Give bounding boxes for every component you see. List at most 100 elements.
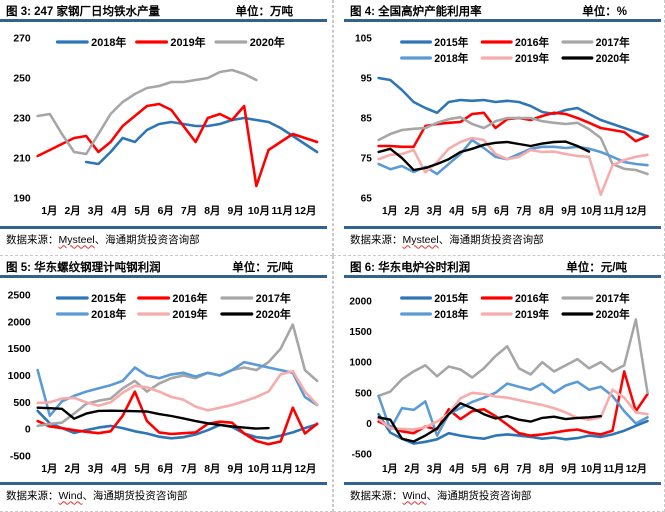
svg-text:7月: 7月 [516,205,532,217]
fig4-title-divider [344,19,661,22]
svg-text:500: 500 [355,388,372,399]
svg-text:12月: 12月 [626,205,647,217]
fig6-title-divider [344,275,661,278]
fig6-title: 图 6: 华东电炉谷时利润 [350,261,471,274]
fig5-title-divider [0,275,327,278]
svg-text:3月: 3月 [427,463,443,475]
svg-text:190: 190 [13,193,31,204]
svg-text:6月: 6月 [158,463,174,475]
svg-text:8月: 8月 [204,463,220,475]
fig5-header: 图 5: 华东螺纹钢理计吨钢利润 单位：元/吨 [0,256,327,275]
svg-text:2月: 2月 [64,463,80,475]
svg-text:2月: 2月 [404,205,420,217]
fig5-unit: 单位：元/吨 [232,261,293,274]
source-prefix: 数据来源： [6,234,59,246]
svg-text:2016年: 2016年 [172,291,207,305]
source-vendor: Wind [58,489,83,502]
svg-text:9月: 9月 [228,205,244,217]
svg-text:9月: 9月 [561,205,577,217]
svg-text:8月: 8月 [539,205,555,217]
fig4-header: 图 4: 全国高炉产能利用率 单位：% [344,0,661,19]
svg-text:2018年: 2018年 [91,307,126,321]
fig4-bottom-divider [344,226,661,229]
svg-text:2017年: 2017年 [256,291,291,305]
svg-text:1月: 1月 [382,463,398,475]
svg-text:8月: 8月 [539,463,555,475]
svg-text:9月: 9月 [228,463,244,475]
svg-text:3月: 3月 [88,205,104,217]
svg-text:75: 75 [361,153,372,164]
svg-text:250: 250 [13,73,31,84]
svg-text:-500: -500 [352,449,372,460]
svg-text:2017年: 2017年 [596,292,630,305]
svg-text:1000: 1000 [349,358,372,369]
svg-text:11月: 11月 [604,463,625,475]
svg-text:65: 65 [361,193,372,204]
fig5-title: 图 5: 华东螺纹钢理计吨钢利润 [6,261,161,274]
fig3-header: 图 3: 247 家钢厂日均铁水产量 单位：万吨 [0,0,327,19]
svg-text:2000: 2000 [8,317,31,328]
svg-text:2018年: 2018年 [434,308,468,321]
svg-text:5月: 5月 [134,205,150,217]
svg-text:5月: 5月 [472,205,488,217]
svg-text:-500: -500 [10,451,31,462]
fig3-bottom-divider [0,226,327,229]
source-prefix: 数据来源： [350,234,403,246]
svg-text:6月: 6月 [494,463,510,475]
source-rest: 、海通期货投资咨询部 [82,490,188,502]
svg-text:12月: 12月 [294,463,316,475]
svg-text:11月: 11月 [271,463,292,475]
svg-text:5月: 5月 [472,463,488,475]
svg-text:4月: 4月 [111,463,127,475]
svg-text:270: 270 [13,33,31,44]
svg-text:2000: 2000 [349,296,372,307]
fig5-chart: 2500 2000 1500 1000 500 0 -500 1月 2月 3月 4月 5月 6月 7月 8月… [8,290,319,475]
fig6-unit: 单位：元/吨 [566,261,627,274]
svg-text:7月: 7月 [516,463,532,475]
svg-text:85: 85 [361,113,372,124]
svg-text:2020年: 2020年 [596,52,630,65]
panel-fig3: 图 3: 247 家钢厂日均铁水产量 单位：万吨 270 250 230 210 190… [0,0,333,256]
svg-text:0: 0 [25,425,31,436]
source-vendor: Mysteel [58,233,95,246]
source-rest: 、海通期货投资咨询部 [94,234,200,246]
svg-text:1500: 1500 [8,344,31,355]
fig3-source: 数据来源： Mysteel 、海通期货投资咨询部 [0,229,327,250]
svg-text:105: 105 [355,33,372,44]
svg-text:12月: 12月 [294,205,316,217]
svg-text:3月: 3月 [427,205,443,217]
svg-text:4月: 4月 [111,205,127,217]
svg-text:6月: 6月 [158,205,174,217]
svg-text:2017年: 2017年 [596,36,630,49]
source-vendor: Mysteel [402,233,439,246]
svg-text:2018年: 2018年 [434,52,468,65]
svg-text:2020年: 2020年 [250,35,285,49]
svg-text:9月: 9月 [561,463,577,475]
fig6-header: 图 6: 华东电炉谷时利润 单位：元/吨 [344,256,661,275]
svg-text:210: 210 [13,153,31,164]
svg-text:2019年: 2019年 [170,35,205,49]
svg-text:2500: 2500 [8,290,31,301]
svg-text:2020年: 2020年 [596,308,630,321]
svg-text:3月: 3月 [88,463,104,475]
svg-text:1月: 1月 [41,205,57,217]
svg-text:1000: 1000 [8,371,31,382]
svg-text:1500: 1500 [349,327,372,338]
fig3-title: 图 3: 247 家钢厂日均铁水产量 [6,5,160,18]
svg-text:2019年: 2019年 [172,307,207,321]
fig4-title: 图 4: 全国高炉产能利用率 [350,5,482,18]
svg-text:0: 0 [366,419,372,430]
svg-text:10月: 10月 [248,205,270,217]
fig3-chart: 270 250 230 210 190 1月 2月 3月 4月 5月 6月 7月 8月 9月 10月 11月 1… [13,33,319,217]
source-vendor: Wind [402,489,427,502]
svg-text:2月: 2月 [404,463,420,475]
fig6-bottom-divider [344,482,661,485]
fig4-source: 数据来源： Mysteel 、海通期货投资咨询部 [344,229,661,250]
svg-text:4月: 4月 [449,463,465,475]
svg-text:6月: 6月 [494,205,510,217]
svg-text:10月: 10月 [581,205,602,217]
svg-text:1月: 1月 [41,463,57,475]
svg-text:11月: 11月 [271,205,292,217]
svg-text:10月: 10月 [248,463,270,475]
